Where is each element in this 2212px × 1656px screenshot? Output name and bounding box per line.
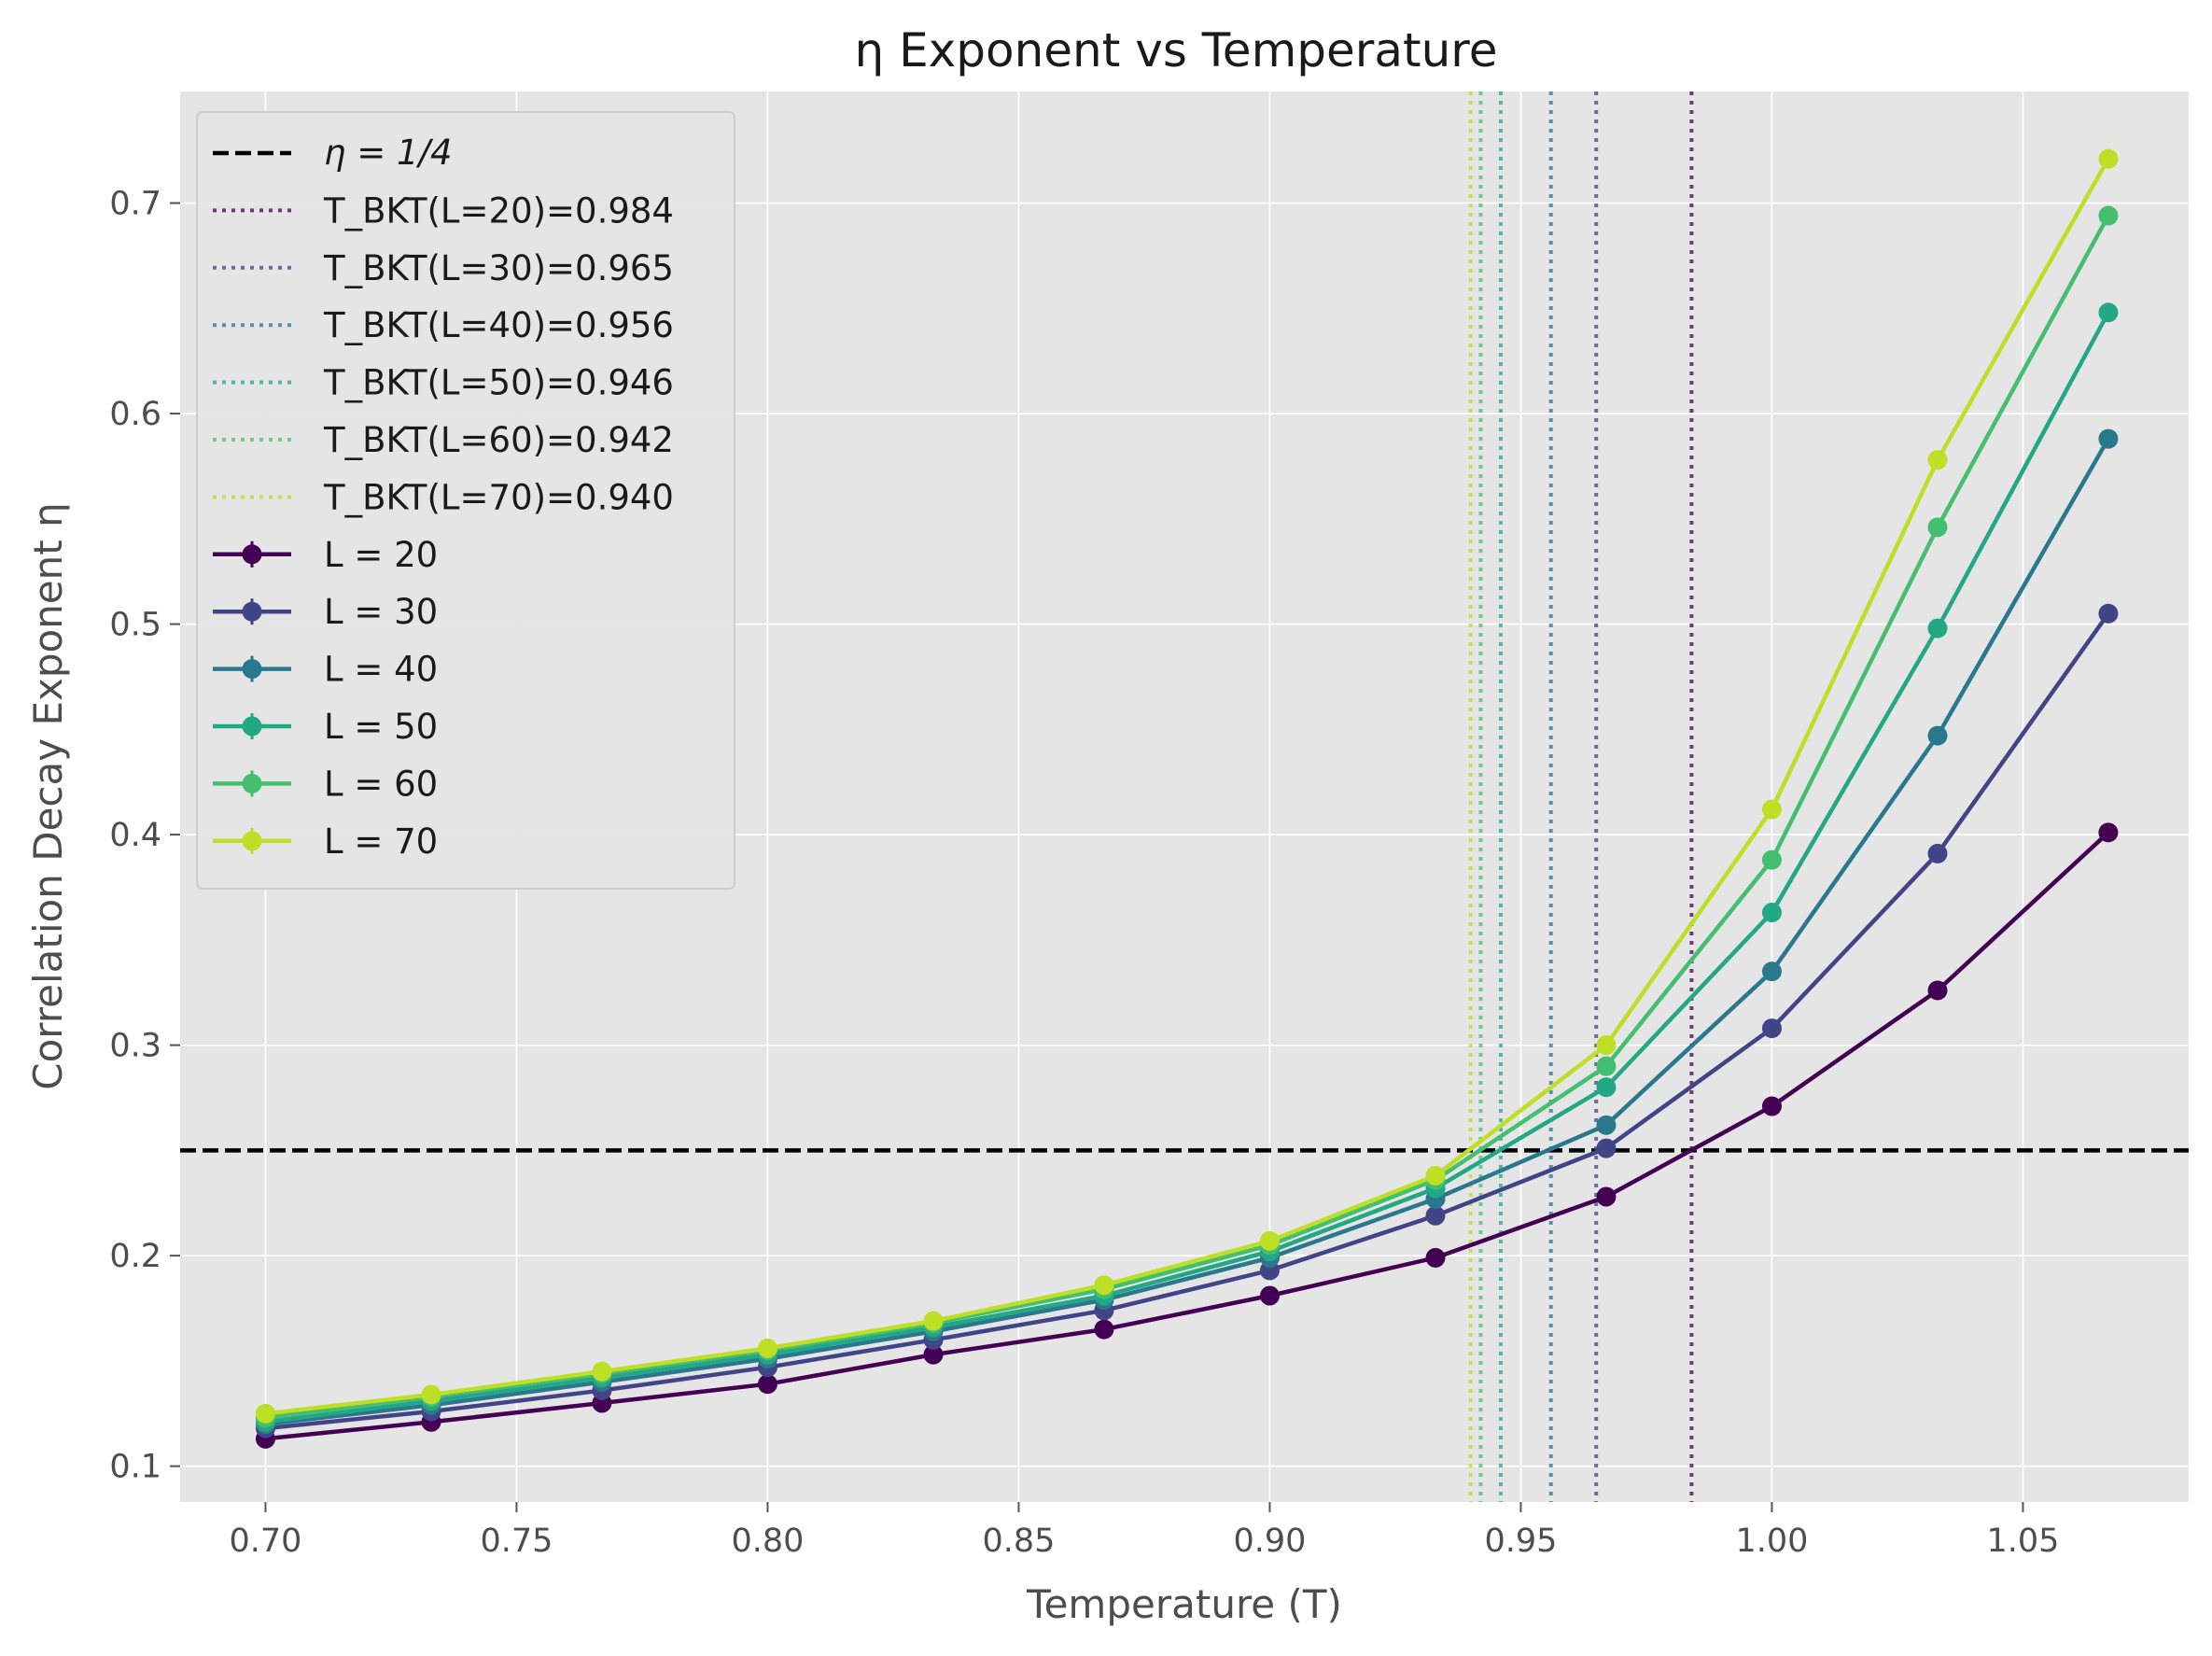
data-point <box>1596 1035 1617 1056</box>
data-point <box>1927 618 1948 639</box>
legend-box <box>196 111 735 890</box>
y-axis-ticks: 0.1 0.2 0.3 0.4 0.5 0.6 0.7 <box>109 186 180 1486</box>
legend-swatch-marker <box>242 716 262 737</box>
series-l-70 <box>255 148 2119 1424</box>
data-point <box>1259 1230 1280 1251</box>
legend: η = 1/4 T_BKT(L=20)=0.984 T_BKT(L=30)=0.96… <box>196 111 735 890</box>
legend-swatch-marker <box>242 544 262 565</box>
series-line <box>265 437 2110 1426</box>
legend-label-series: L = 30 <box>324 592 438 632</box>
legend-label-series: L = 40 <box>324 650 438 690</box>
data-point <box>2098 148 2119 169</box>
series-line <box>265 311 2110 1424</box>
y-tick-label: 0.2 <box>109 1238 161 1275</box>
data-point <box>757 1338 777 1358</box>
data-point <box>421 1384 441 1405</box>
data-point <box>1596 1138 1617 1158</box>
data-point <box>1927 843 1948 863</box>
data-point <box>1927 517 1948 538</box>
x-tick-label: 0.70 <box>229 1523 301 1560</box>
legend-label-eta: η = 1/4 <box>324 133 453 173</box>
y-tick-label: 0.1 <box>109 1449 161 1486</box>
legend-label-series: L = 70 <box>324 821 438 862</box>
data-point <box>1094 1319 1114 1340</box>
legend-label-tbkt: T_BKT(L=20)=0.984 <box>323 190 674 231</box>
y-tick-label: 0.7 <box>109 186 161 223</box>
x-axis-ticks: 0.70 0.75 0.80 0.85 0.90 0.95 1.00 1.05 <box>229 1502 2059 1560</box>
data-point <box>2098 205 2119 226</box>
data-point <box>1596 1186 1617 1207</box>
y-tick-label: 0.3 <box>109 1028 161 1065</box>
y-tick-label: 0.6 <box>109 396 161 433</box>
data-point <box>2098 428 2119 449</box>
x-tick-label: 0.75 <box>480 1523 553 1560</box>
series-line <box>265 831 2110 1441</box>
data-point <box>1761 961 1782 982</box>
legend-label-series: L = 50 <box>324 707 438 747</box>
x-tick-label: 1.00 <box>1735 1523 1808 1560</box>
data-point <box>923 1344 944 1365</box>
data-point <box>1259 1285 1280 1306</box>
data-point <box>255 1403 275 1424</box>
data-point <box>2098 302 2119 323</box>
data-point <box>1596 1077 1617 1098</box>
x-tick-label: 0.95 <box>1484 1523 1557 1560</box>
data-point <box>1761 799 1782 820</box>
data-point <box>1761 1096 1782 1116</box>
data-point <box>1761 903 1782 923</box>
series-line <box>265 611 2110 1431</box>
legend-swatch-marker <box>242 659 262 680</box>
legend-label-tbkt: T_BKT(L=40)=0.956 <box>323 305 674 345</box>
legend-label-tbkt: T_BKT(L=50)=0.946 <box>323 363 674 403</box>
data-point <box>1425 1205 1446 1226</box>
data-point <box>1927 450 1948 470</box>
legend-label-tbkt: T_BKT(L=30)=0.965 <box>323 248 674 288</box>
y-tick-label: 0.4 <box>109 817 161 854</box>
legend-label-series: L = 60 <box>324 764 438 804</box>
data-point <box>1927 980 1948 1001</box>
x-tick-label: 0.80 <box>731 1523 804 1560</box>
data-point <box>592 1361 612 1382</box>
legend-swatch-marker <box>242 831 262 851</box>
legend-swatch-marker <box>242 601 262 622</box>
data-point <box>1596 1056 1617 1076</box>
y-axis-label: Correlation Decay Exponent η <box>25 502 71 1089</box>
data-point <box>2098 822 2119 843</box>
reference-lines <box>180 91 2189 1502</box>
legend-label-eta-text: η = 1/4 <box>324 133 453 173</box>
data-point <box>1425 1247 1446 1268</box>
data-point <box>1761 1018 1782 1039</box>
data-point <box>1596 1115 1617 1135</box>
legend-label-tbkt: T_BKT(L=70)=0.940 <box>323 477 674 517</box>
legend-swatch-marker <box>242 773 262 793</box>
data-point <box>757 1374 777 1395</box>
data-point <box>1927 725 1948 746</box>
x-axis-label: Temperature (T) <box>1026 1581 1342 1627</box>
data-point <box>2098 603 2119 624</box>
x-tick-label: 1.05 <box>1986 1523 2059 1560</box>
data-point <box>1425 1165 1446 1186</box>
y-tick-label: 0.5 <box>109 607 161 644</box>
series <box>255 148 2119 1449</box>
data-point <box>1761 849 1782 870</box>
x-tick-label: 0.90 <box>1233 1523 1306 1560</box>
legend-label-tbkt: T_BKT(L=60)=0.942 <box>323 420 674 460</box>
data-point <box>923 1311 944 1331</box>
legend-label-series: L = 20 <box>324 535 438 575</box>
series-line <box>265 158 2110 1416</box>
data-point <box>1094 1275 1114 1296</box>
chart-title: η Exponent vs Temperature <box>855 23 1498 77</box>
x-tick-label: 0.85 <box>982 1523 1055 1560</box>
